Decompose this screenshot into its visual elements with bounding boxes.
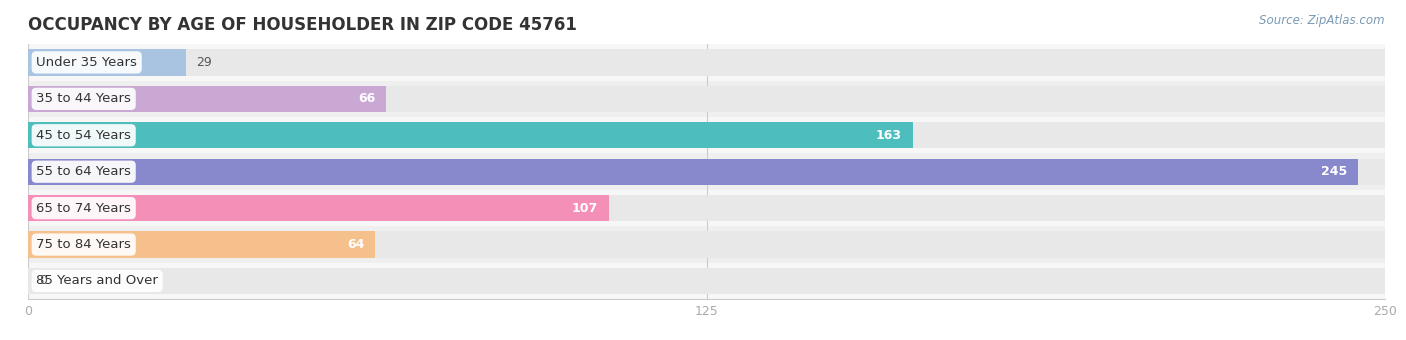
Text: 35 to 44 Years: 35 to 44 Years — [37, 92, 131, 105]
Bar — [28, 226, 1385, 263]
Text: 107: 107 — [572, 202, 598, 215]
Text: Source: ZipAtlas.com: Source: ZipAtlas.com — [1260, 14, 1385, 27]
Bar — [28, 86, 1385, 112]
Text: 65 to 74 Years: 65 to 74 Years — [37, 202, 131, 215]
Text: OCCUPANCY BY AGE OF HOUSEHOLDER IN ZIP CODE 45761: OCCUPANCY BY AGE OF HOUSEHOLDER IN ZIP C… — [28, 16, 576, 34]
Bar — [28, 195, 609, 221]
Text: 29: 29 — [197, 56, 212, 69]
Text: 163: 163 — [876, 129, 901, 142]
Bar — [28, 232, 375, 258]
Bar — [28, 86, 387, 112]
Bar — [28, 195, 1385, 221]
Bar — [28, 49, 1385, 75]
Text: 55 to 64 Years: 55 to 64 Years — [37, 165, 131, 178]
Text: 45 to 54 Years: 45 to 54 Years — [37, 129, 131, 142]
Text: 75 to 84 Years: 75 to 84 Years — [37, 238, 131, 251]
Bar — [28, 49, 186, 75]
Bar — [28, 122, 1385, 148]
Bar — [28, 153, 1385, 190]
Bar — [28, 44, 1385, 81]
Text: 66: 66 — [359, 92, 375, 105]
Bar — [28, 190, 1385, 226]
Text: 85 Years and Over: 85 Years and Over — [37, 274, 157, 288]
Bar — [28, 263, 1385, 299]
Text: 0: 0 — [39, 274, 46, 288]
Bar — [28, 232, 1385, 258]
Text: 245: 245 — [1320, 165, 1347, 178]
Bar — [28, 81, 1385, 117]
Text: Under 35 Years: Under 35 Years — [37, 56, 138, 69]
Bar — [28, 158, 1385, 185]
Bar — [28, 122, 912, 148]
Bar — [28, 268, 1385, 294]
Text: 64: 64 — [347, 238, 364, 251]
Bar — [28, 117, 1385, 153]
Bar — [28, 158, 1358, 185]
